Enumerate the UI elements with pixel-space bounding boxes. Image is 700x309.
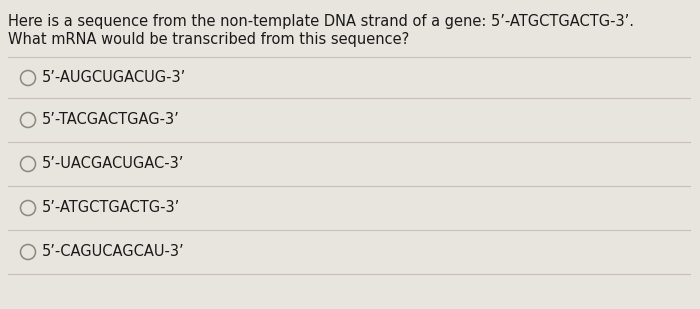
Text: 5’-CAGUCAGCAU-3’: 5’-CAGUCAGCAU-3’ bbox=[41, 244, 184, 260]
Text: What mRNA would be transcribed from this sequence?: What mRNA would be transcribed from this… bbox=[8, 32, 409, 47]
Text: 5’-ATGCTGACTG-3’: 5’-ATGCTGACTG-3’ bbox=[41, 201, 180, 215]
Text: Here is a sequence from the non-template DNA strand of a gene: 5’-ATGCTGACTG-3’.: Here is a sequence from the non-template… bbox=[8, 14, 634, 29]
Text: 5’-UACGACUGAC-3’: 5’-UACGACUGAC-3’ bbox=[41, 156, 184, 171]
Text: 5’-TACGACTGAG-3’: 5’-TACGACTGAG-3’ bbox=[41, 112, 179, 128]
Text: 5’-AUGCUGACUG-3’: 5’-AUGCUGACUG-3’ bbox=[41, 70, 186, 86]
